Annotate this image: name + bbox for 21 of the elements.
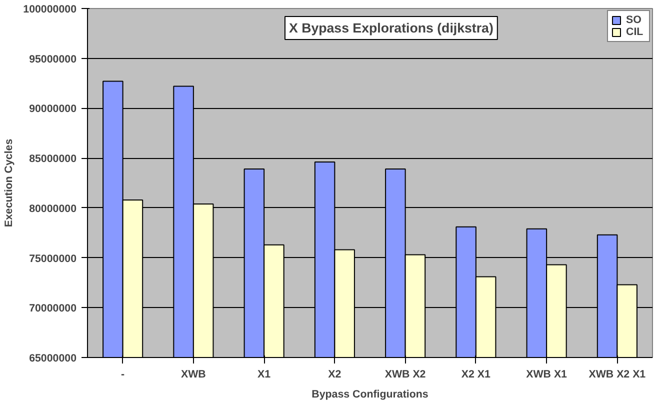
y-tick-label: 95000000 xyxy=(29,53,77,66)
x-axis-title: Bypass Configurations xyxy=(312,388,428,400)
x-tick-label: XWB X1 xyxy=(526,368,568,380)
x-tick-label: X1 xyxy=(258,368,271,380)
y-tick-label: 85000000 xyxy=(29,153,77,166)
x-tick-label: XWB X2 xyxy=(384,368,426,380)
y-tick-label: 70000000 xyxy=(29,302,77,315)
y-tick-label: 80000000 xyxy=(29,202,77,215)
x-tick-label: X2 xyxy=(328,368,342,380)
y-axis-title: Execution Cycles xyxy=(3,138,16,228)
x-tick-label: X2 X1 xyxy=(461,368,491,380)
x-tick-label: - xyxy=(121,368,126,380)
y-tick-label: 90000000 xyxy=(29,103,77,116)
text: X Bypass Explorations (dijkstra) xyxy=(288,20,494,36)
x-tick-label: XWB X2 X1 xyxy=(588,368,646,380)
y-tick-label: 65000000 xyxy=(29,352,77,364)
x-tick-label: XWB xyxy=(181,368,206,380)
legend-label: CIL xyxy=(626,26,644,38)
y-tick-label: 100000000 xyxy=(23,4,77,16)
y-tick-label: 75000000 xyxy=(29,252,77,265)
legend-label: SO xyxy=(626,14,642,26)
